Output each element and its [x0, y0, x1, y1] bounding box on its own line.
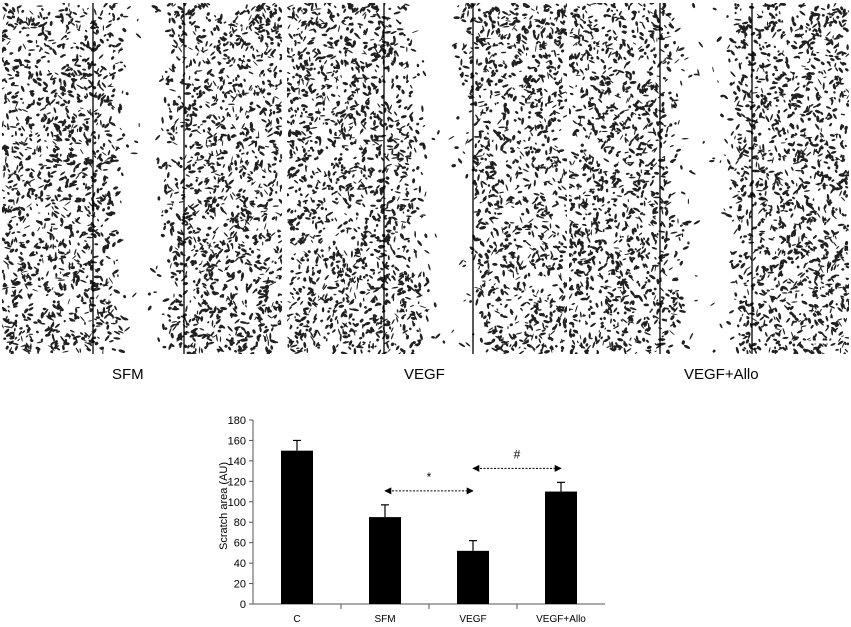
y-tick-label: 0 — [240, 599, 246, 611]
y-tick-label: 120 — [228, 476, 246, 488]
y-tick-label: 140 — [228, 456, 246, 468]
significance-symbol: # — [514, 447, 521, 461]
y-tick-label: 80 — [234, 517, 246, 529]
x-tick-label: VEGF — [459, 614, 486, 625]
y-tick-label: 100 — [228, 497, 246, 509]
micrograph-vegf-allo — [569, 3, 849, 354]
x-tick-label: VEGF+Allo — [536, 614, 586, 625]
y-tick-label: 20 — [234, 579, 246, 591]
y-tick-label: 40 — [234, 558, 246, 570]
y-tick-label: 160 — [228, 435, 246, 447]
significance-symbol: * — [427, 470, 432, 484]
x-tick-label: SFM — [374, 614, 395, 625]
x-tick-label: C — [293, 614, 300, 625]
scratch-area-bar-chart: 0 20 40 60 80 100 120 140 160 180 C SFM VEGF VEGF+All… — [218, 415, 605, 625]
micrograph-vegf-allo-image — [569, 3, 849, 354]
panel-label-vegf-allo: VEGF+Allo — [684, 366, 759, 383]
panel-label-vegf: VEGF — [404, 366, 445, 383]
micrograph-sfm — [2, 3, 282, 354]
y-tick-label: 60 — [234, 538, 246, 550]
panel-label-sfm: SFM — [112, 366, 144, 383]
bar — [369, 517, 401, 604]
y-tick-label: 180 — [228, 415, 246, 427]
bar — [545, 491, 577, 604]
micrograph-sfm-image — [2, 3, 282, 354]
bar — [457, 550, 489, 604]
micrograph-vegf — [287, 3, 567, 354]
micrograph-vegf-image — [287, 3, 567, 354]
bar — [281, 450, 313, 604]
y-axis-label: Scratch area (AU) — [218, 462, 230, 550]
